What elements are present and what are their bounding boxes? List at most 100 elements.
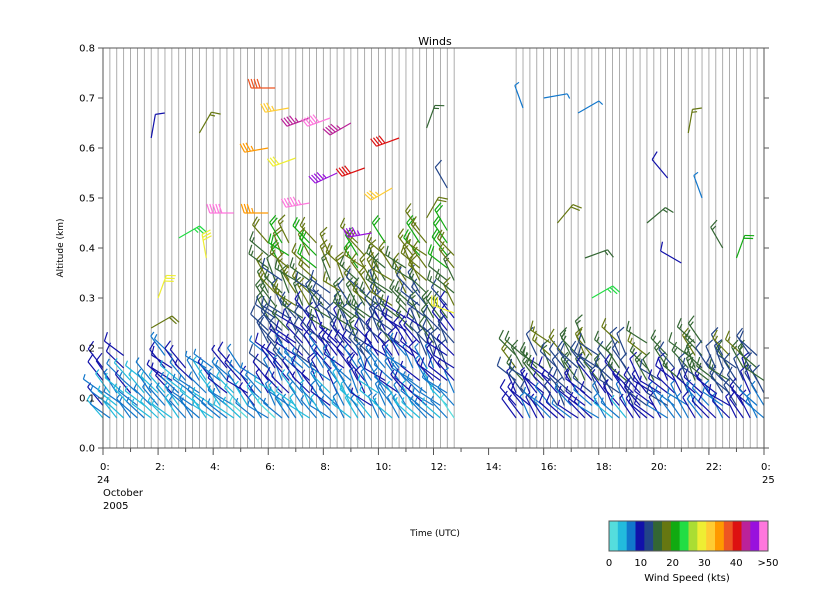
barb-staff [178, 225, 200, 239]
barb-staff [350, 392, 372, 407]
barb-staff [113, 362, 131, 381]
barb-staff [378, 247, 393, 269]
wind-barb [300, 395, 317, 419]
wind-barb [541, 370, 558, 394]
barb-feather [250, 250, 254, 256]
barb-feather [377, 331, 382, 337]
barb-staff [343, 247, 359, 269]
barb-staff [265, 349, 283, 369]
barb-staff [307, 357, 318, 381]
barb-staff [261, 266, 283, 281]
barb-feather [514, 81, 520, 86]
wind-barb [634, 381, 655, 406]
wind-barb [332, 359, 352, 381]
barb-feather [359, 252, 367, 260]
barb-staff [255, 284, 269, 306]
barb-feather [252, 216, 258, 226]
barb-feather [519, 341, 526, 351]
barb-feather [716, 344, 721, 355]
wind-barb [414, 397, 434, 419]
wind-barb [416, 358, 434, 381]
wind-barb [390, 369, 407, 394]
barb-staff [430, 400, 448, 419]
barb-staff [396, 274, 414, 294]
barb-feather [322, 271, 327, 281]
barb-feather [271, 276, 279, 285]
wind-barb [405, 233, 427, 257]
barb-feather [333, 276, 341, 285]
barb-staff [525, 396, 538, 419]
barb-feather [534, 382, 539, 388]
wind-barb [364, 333, 386, 357]
barb-feather [687, 315, 695, 324]
barb-staff [319, 245, 331, 269]
barb-feather [406, 215, 414, 224]
wind-barb [198, 111, 221, 134]
barb-feather [309, 308, 313, 319]
barb-feather [378, 240, 386, 249]
barb-feather [313, 345, 318, 351]
barb-feather [168, 395, 173, 401]
barb-staff [501, 398, 517, 419]
wind-barb [400, 360, 421, 381]
barb-staff [402, 375, 421, 394]
barb-feather [285, 333, 289, 339]
end-day-label: 25 [762, 475, 775, 486]
wind-barb [683, 342, 703, 369]
barb-staff [255, 372, 269, 394]
wind-barb [247, 78, 276, 89]
barb-feather [247, 400, 250, 406]
barb-feather [105, 342, 112, 352]
barb-feather [431, 303, 439, 313]
barb-feather [502, 346, 508, 352]
colorbar-swatch [732, 521, 742, 551]
wind-barb [598, 370, 620, 394]
barb-feather [249, 384, 254, 390]
barb-staff [319, 233, 331, 256]
barb-feather [619, 393, 624, 399]
barb-feather [406, 294, 412, 304]
wind-barb [301, 114, 331, 127]
barb-feather [437, 274, 441, 280]
barb-staff [385, 384, 400, 406]
barb-staff [359, 389, 379, 406]
barb-feather [317, 294, 322, 304]
barb-staff [119, 376, 138, 394]
barb-feather [198, 369, 203, 375]
wind-barb [547, 366, 565, 394]
barb-staff [698, 400, 717, 419]
barb-feather [692, 107, 702, 110]
barb-staff [507, 386, 524, 406]
wind-barb [257, 396, 276, 419]
barb-feather [294, 219, 300, 229]
wind-barb [247, 400, 269, 419]
barb-feather [418, 315, 426, 325]
barb-feather [349, 319, 355, 324]
barb-feather [305, 301, 313, 310]
barb-feather [298, 255, 303, 265]
barb-feather [714, 339, 723, 346]
barb-feather [226, 375, 229, 381]
wind-barb [594, 355, 613, 381]
wind-barb [272, 226, 283, 256]
barb-staff [616, 333, 627, 356]
barb-feather [180, 397, 184, 403]
wind-barb [137, 368, 152, 394]
barb-feather [616, 370, 620, 376]
barb-feather [437, 229, 443, 239]
barb-staff [569, 348, 586, 369]
barb-staff [499, 387, 517, 406]
barb-feather [432, 215, 440, 224]
barb-staff [578, 354, 600, 369]
barb-staff [633, 379, 655, 394]
wind-barb [578, 333, 600, 357]
barb-feather [639, 358, 643, 369]
barb-feather [268, 314, 276, 324]
barb-feather [629, 351, 638, 360]
barb-feather [416, 358, 421, 364]
barb-staff [239, 373, 255, 394]
barb-staff [646, 207, 666, 224]
barb-feather [429, 275, 433, 282]
barb-feather [723, 352, 731, 361]
wind-barb [438, 290, 455, 319]
